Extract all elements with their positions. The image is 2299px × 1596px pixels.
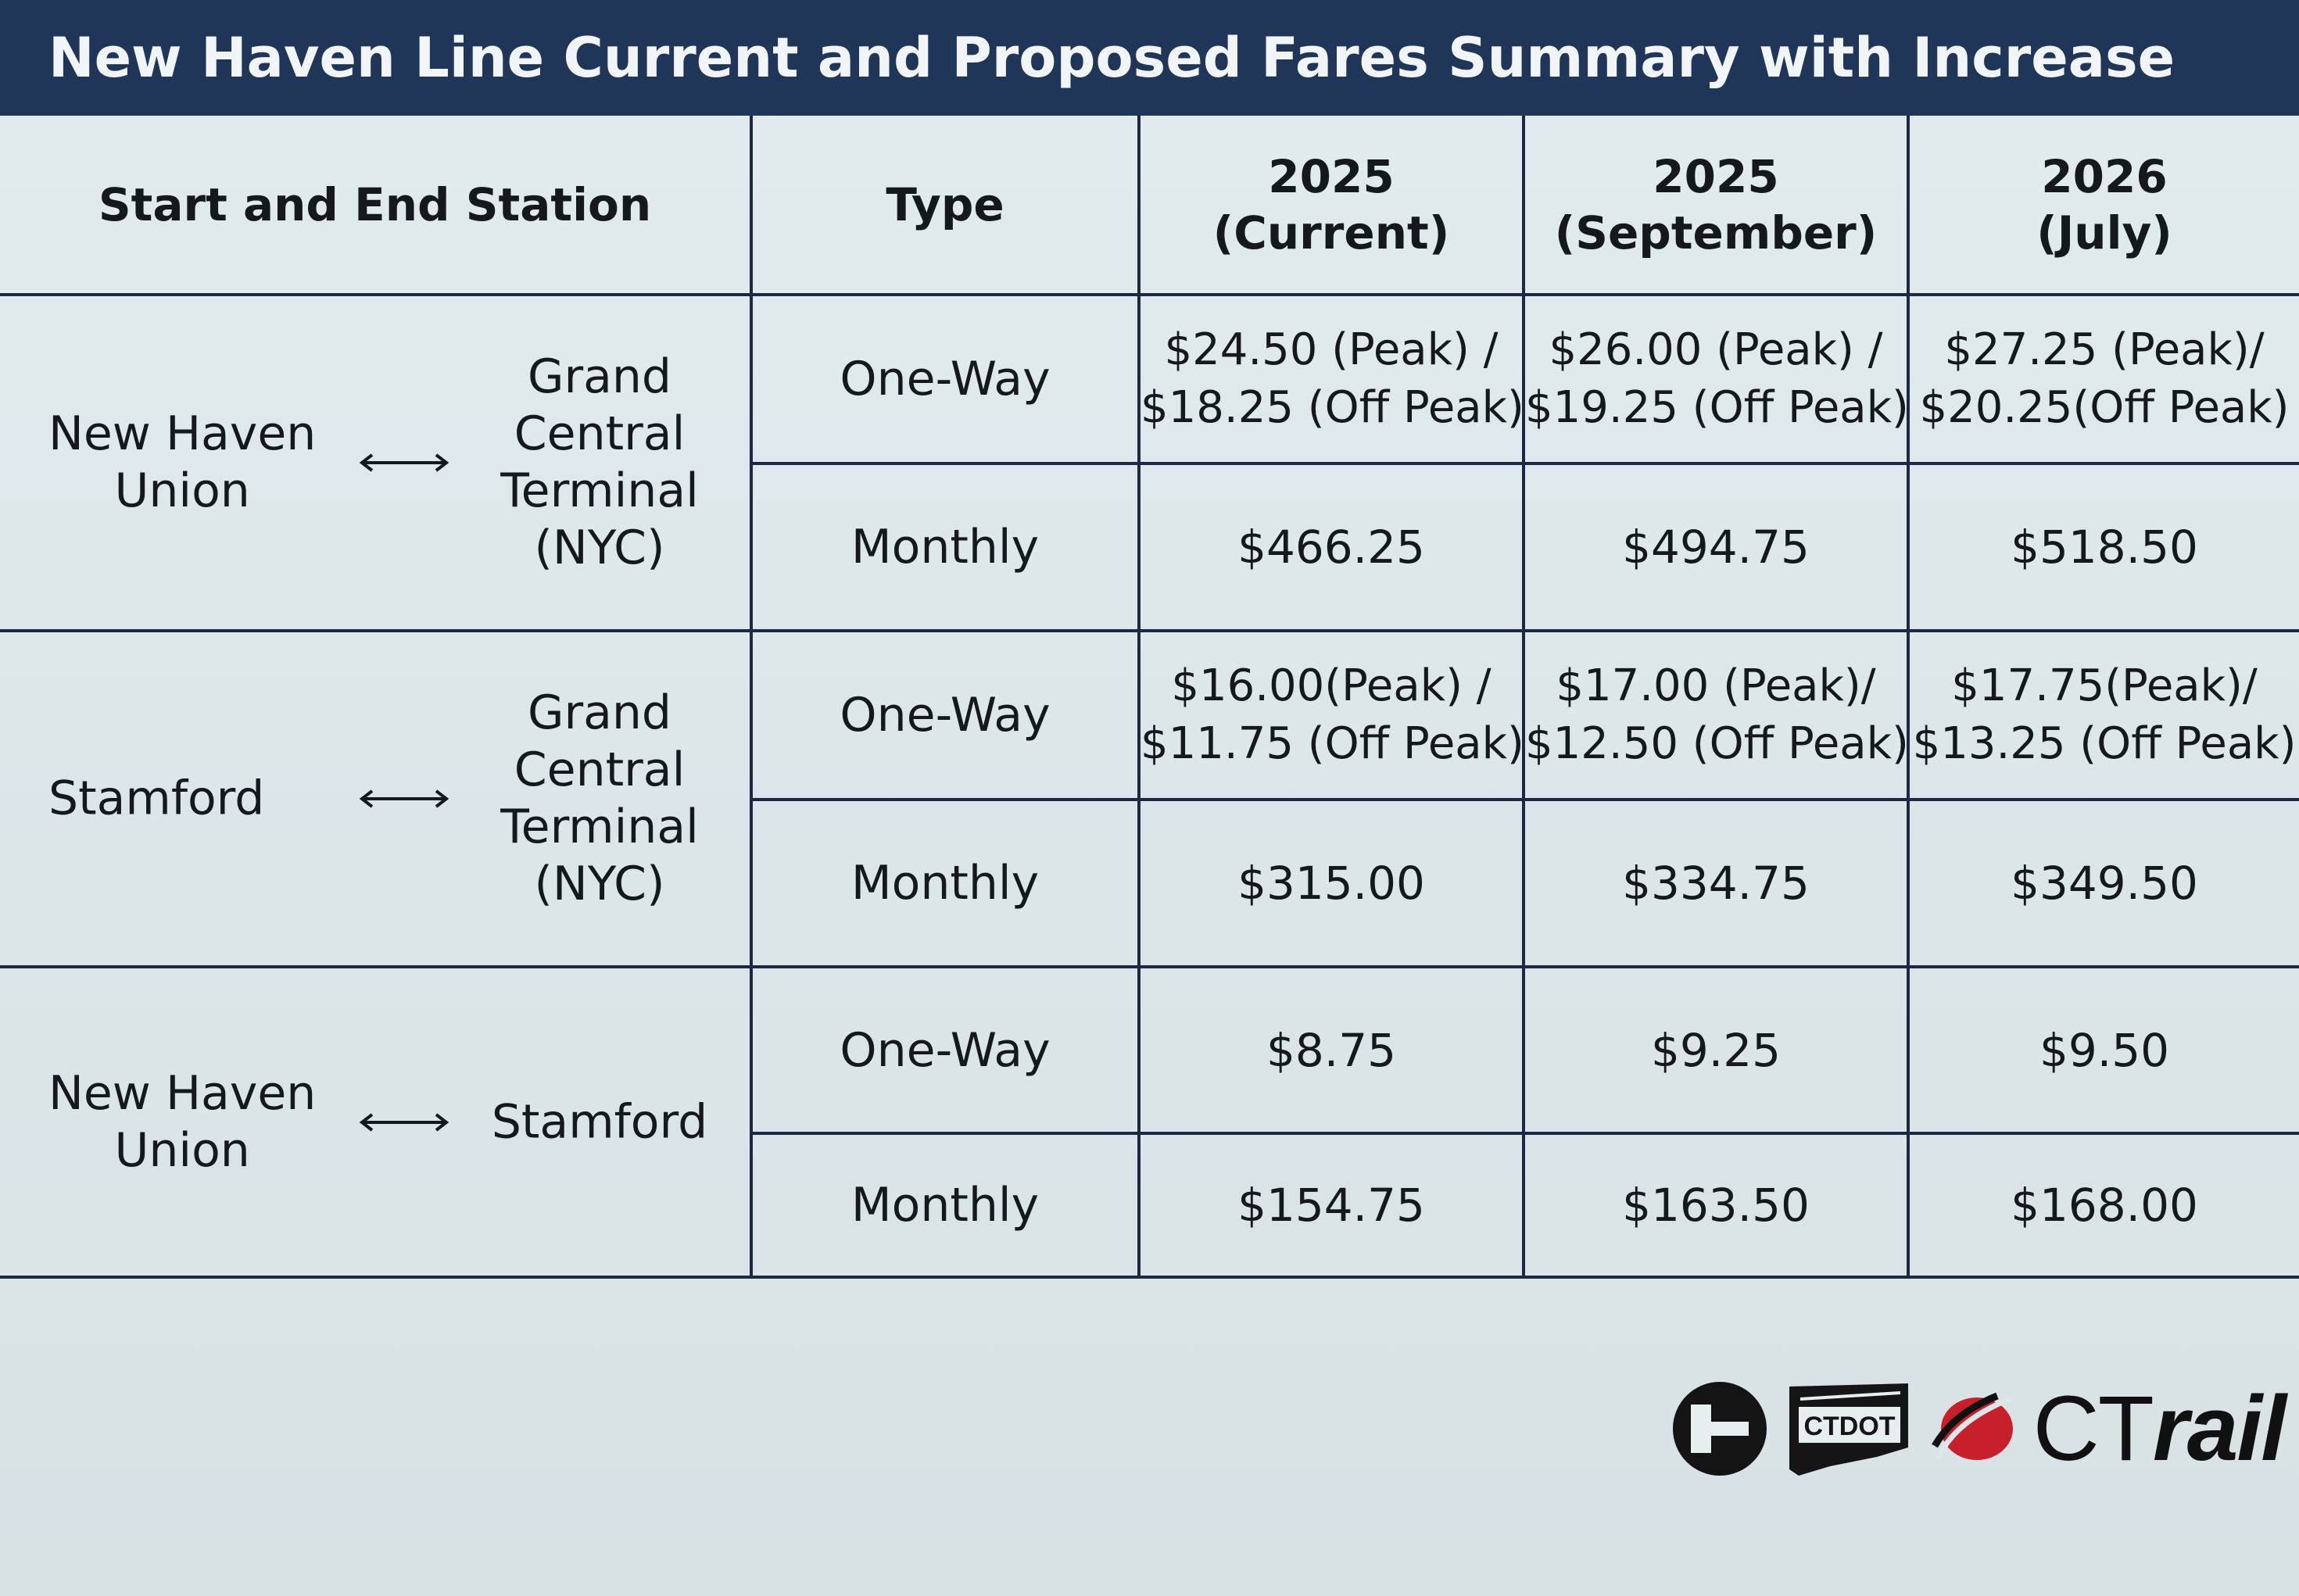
header-2025-current: 2025 (Current): [1137, 116, 1525, 296]
route-start-station: New Haven Union: [48, 1065, 317, 1178]
route-end-station: Grand Central Terminal (NYC): [500, 685, 699, 911]
fare-value: $8.75: [1137, 965, 1525, 1135]
bidirectional-arrow-icon: [359, 789, 449, 808]
fare-value: $16.00(Peak) / $11.75 (Off Peak): [1137, 629, 1525, 801]
fare-value: $466.25: [1137, 462, 1525, 632]
fare-value: $9.25: [1522, 965, 1910, 1135]
fare-value: $26.00 (Peak) / $19.25 (Off Peak): [1522, 293, 1910, 465]
fare-type: Monthly: [751, 798, 1141, 968]
table-row: Monthly $466.25 $494.75 $518.50: [0, 462, 2299, 632]
fare-value: $24.50 (Peak) / $18.25 (Off Peak): [1137, 293, 1525, 465]
header-year: 2025: [1268, 149, 1395, 203]
svg-text:CTDOT: CTDOT: [1803, 1412, 1895, 1441]
fare-type: One-Way: [750, 293, 1141, 465]
header-type: Type: [750, 116, 1141, 296]
ctrail-logo: [1931, 1392, 2013, 1460]
fare-value: $163.50: [1522, 1132, 1910, 1279]
header-2026-july: 2026 (July): [1907, 116, 2299, 296]
fare-value: $168.00: [1907, 1132, 2299, 1279]
fare-value: $9.50: [1907, 965, 2299, 1135]
bidirectional-arrow-icon: [359, 1112, 449, 1132]
title-bar: New Haven Line Current and Proposed Fare…: [0, 0, 2299, 116]
fare-value: $27.25 (Peak)/ $20.25(Off Peak): [1907, 293, 2299, 465]
header-year: 2026: [2041, 149, 2168, 203]
fare-value: $494.75: [1522, 462, 1910, 632]
fare-value: $17.75(Peak)/ $13.25 (Off Peak): [1907, 629, 2299, 801]
fare-value: $315.00: [1137, 798, 1525, 968]
table-row: Monthly $315.00 $334.75 $349.50: [0, 798, 2299, 968]
header-period: (July): [2036, 206, 2172, 259]
fares-table: Start and End Station Type 2025 (Current…: [0, 116, 2299, 1279]
table-row: New Haven Union Grand Central Terminal: [0, 293, 2299, 632]
table-row: Stamford Grand Central Terminal (NYC): [0, 629, 2299, 968]
logo-strip: CTDOT CTrail: [1672, 1382, 2286, 1476]
fare-value: $349.50: [1907, 798, 2299, 968]
ctrail-rail-text: rail: [2152, 1377, 2286, 1480]
fare-value: $518.50: [1907, 462, 2299, 632]
route-start-station: New Haven Union: [48, 406, 317, 518]
ctrail-wordmark: CTrail: [2033, 1383, 2286, 1475]
ct-transit-logo: [1672, 1382, 1767, 1476]
bidirectional-arrow-icon: [359, 453, 449, 472]
ctdot-logo: CTDOT: [1789, 1383, 1908, 1476]
table-row: New Haven Union Stamford One-Way: [0, 965, 2299, 1279]
header-year: 2025: [1653, 149, 1779, 203]
fare-value: $17.00 (Peak)/ $12.50 (Off Peak): [1522, 629, 1910, 801]
fare-type: One-Way: [750, 965, 1141, 1135]
route-cell: New Haven Union Stamford: [0, 965, 753, 1279]
fare-type: One-Way: [750, 629, 1141, 801]
header-2025-september: 2025 (September): [1522, 116, 1910, 296]
fare-value: $334.75: [1522, 798, 1910, 968]
route-start-station: Stamford: [48, 771, 265, 826]
fare-type: Monthly: [751, 462, 1141, 632]
route-cell: Stamford Grand Central Terminal (NYC): [0, 629, 753, 968]
fare-value: $154.75: [1137, 1132, 1525, 1279]
header-period: (Current): [1212, 206, 1450, 259]
route-cell: New Haven Union Grand Central Terminal: [0, 293, 753, 632]
route-end-station: Grand Central Terminal (NYC): [500, 349, 699, 575]
route-end-station: Stamford: [491, 1094, 708, 1149]
header-station: Start and End Station: [0, 116, 753, 296]
header-row: Start and End Station Type 2025 (Current…: [0, 116, 2299, 296]
fare-type: Monthly: [751, 1132, 1141, 1279]
header-period: (September): [1554, 206, 1878, 259]
table-row: Monthly $154.75 $163.50 $168.00: [0, 1132, 2299, 1279]
ctrail-ct-text: CT: [2032, 1377, 2154, 1480]
page-title: New Haven Line Current and Proposed Fare…: [48, 26, 2175, 90]
